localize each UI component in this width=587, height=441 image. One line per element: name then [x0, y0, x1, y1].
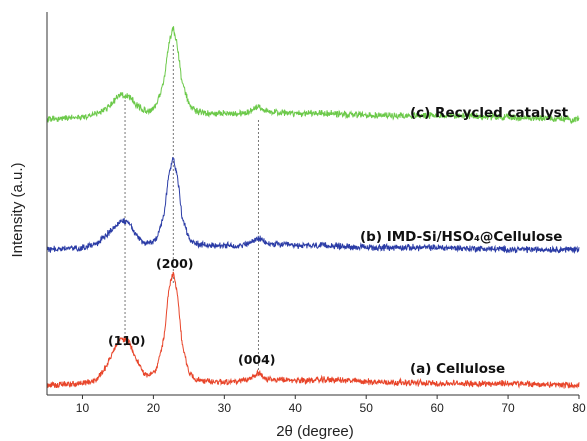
y-axis-title: Intensity (a.u.)	[9, 162, 26, 257]
x-tick-label: 40	[289, 401, 303, 415]
x-tick-label: 50	[360, 401, 374, 415]
peak-label-004: (004)	[238, 352, 276, 367]
peak-label-110: (110)	[108, 333, 146, 348]
x-tick-label: 20	[147, 401, 161, 415]
x-ticks: 10 20 30 40 50 60 70 80	[76, 395, 586, 415]
x-tick-label: 80	[572, 401, 586, 415]
series-c-recycled	[46, 26, 580, 125]
series-group	[46, 26, 580, 389]
axes	[46, 12, 579, 396]
peak-label-200: (200)	[156, 256, 194, 271]
series-label-a: (a) Cellulose	[410, 361, 505, 377]
x-tick-label: 10	[76, 401, 90, 415]
series-label-c: (c) Recycled catalyst	[410, 105, 569, 121]
x-axis-title: 2θ (degree)	[276, 423, 354, 440]
series-label-b: (b) IMD-Si/HSO₄@Cellulose	[360, 229, 562, 245]
x-tick-label: 60	[430, 401, 444, 415]
series-a-cellulose	[46, 271, 580, 389]
series-b-catalyst	[46, 157, 580, 255]
x-tick-label: 30	[218, 401, 232, 415]
reference-lines	[124, 45, 259, 373]
x-tick-label: 70	[501, 401, 515, 415]
